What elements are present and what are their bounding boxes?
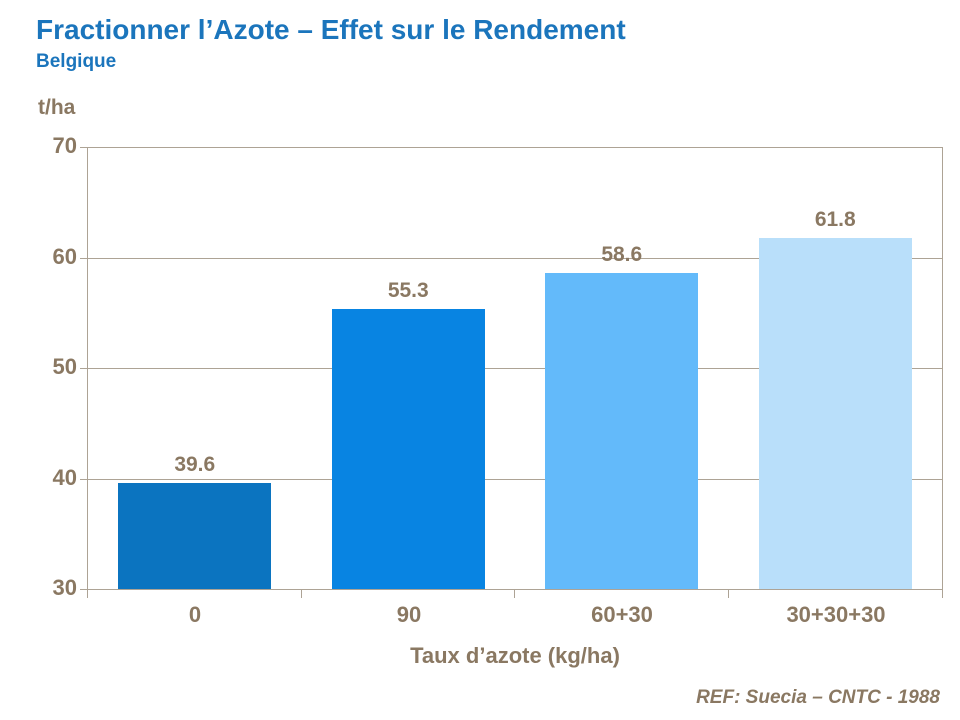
x-tick-mark <box>301 590 302 598</box>
x-tick-mark <box>728 590 729 598</box>
y-tick-label: 40 <box>52 465 77 490</box>
x-tick-mark <box>87 590 88 598</box>
bar-value-label: 61.8 <box>814 208 856 231</box>
gridline <box>88 479 942 480</box>
bar <box>758 238 912 589</box>
bar-value-label: 58.6 <box>601 243 643 266</box>
y-tick-label: 30 <box>52 575 77 600</box>
gridline <box>88 368 942 369</box>
plot-area: 39.6 55.3 58.6 61.8 <box>87 147 943 590</box>
x-category-label: 60+30 <box>591 602 653 627</box>
reference-note: REF: Suecia – CNTC - 1988 <box>696 687 940 708</box>
y-tick-mark <box>80 258 88 259</box>
y-tick-label: 50 <box>52 354 77 379</box>
bar <box>118 483 272 589</box>
x-tick-mark <box>942 590 943 598</box>
y-axis-unit-label: t/ha <box>38 96 76 119</box>
x-category-label: 0 <box>188 602 202 627</box>
y-tick-mark <box>80 479 88 480</box>
x-tick-mark <box>514 590 515 598</box>
chart-title: Fractionner l’Azote – Effet sur le Rende… <box>36 14 626 45</box>
x-category-label: 90 <box>396 602 422 627</box>
bar-value-label: 55.3 <box>387 279 429 302</box>
chart-subtitle: Belgique <box>36 51 117 72</box>
bar <box>545 273 699 589</box>
gridline <box>88 147 942 148</box>
gridline <box>88 258 942 259</box>
bar-value-label: 39.6 <box>174 453 216 476</box>
bar <box>331 309 485 589</box>
x-axis-title: Taux d’azote (kg/ha) <box>410 643 620 668</box>
y-tick-mark <box>80 147 88 148</box>
y-tick-mark <box>80 368 88 369</box>
y-tick-mark <box>80 589 88 590</box>
y-tick-label: 70 <box>52 133 77 158</box>
x-category-label: 30+30+30 <box>786 602 886 627</box>
y-tick-label: 60 <box>52 244 77 269</box>
